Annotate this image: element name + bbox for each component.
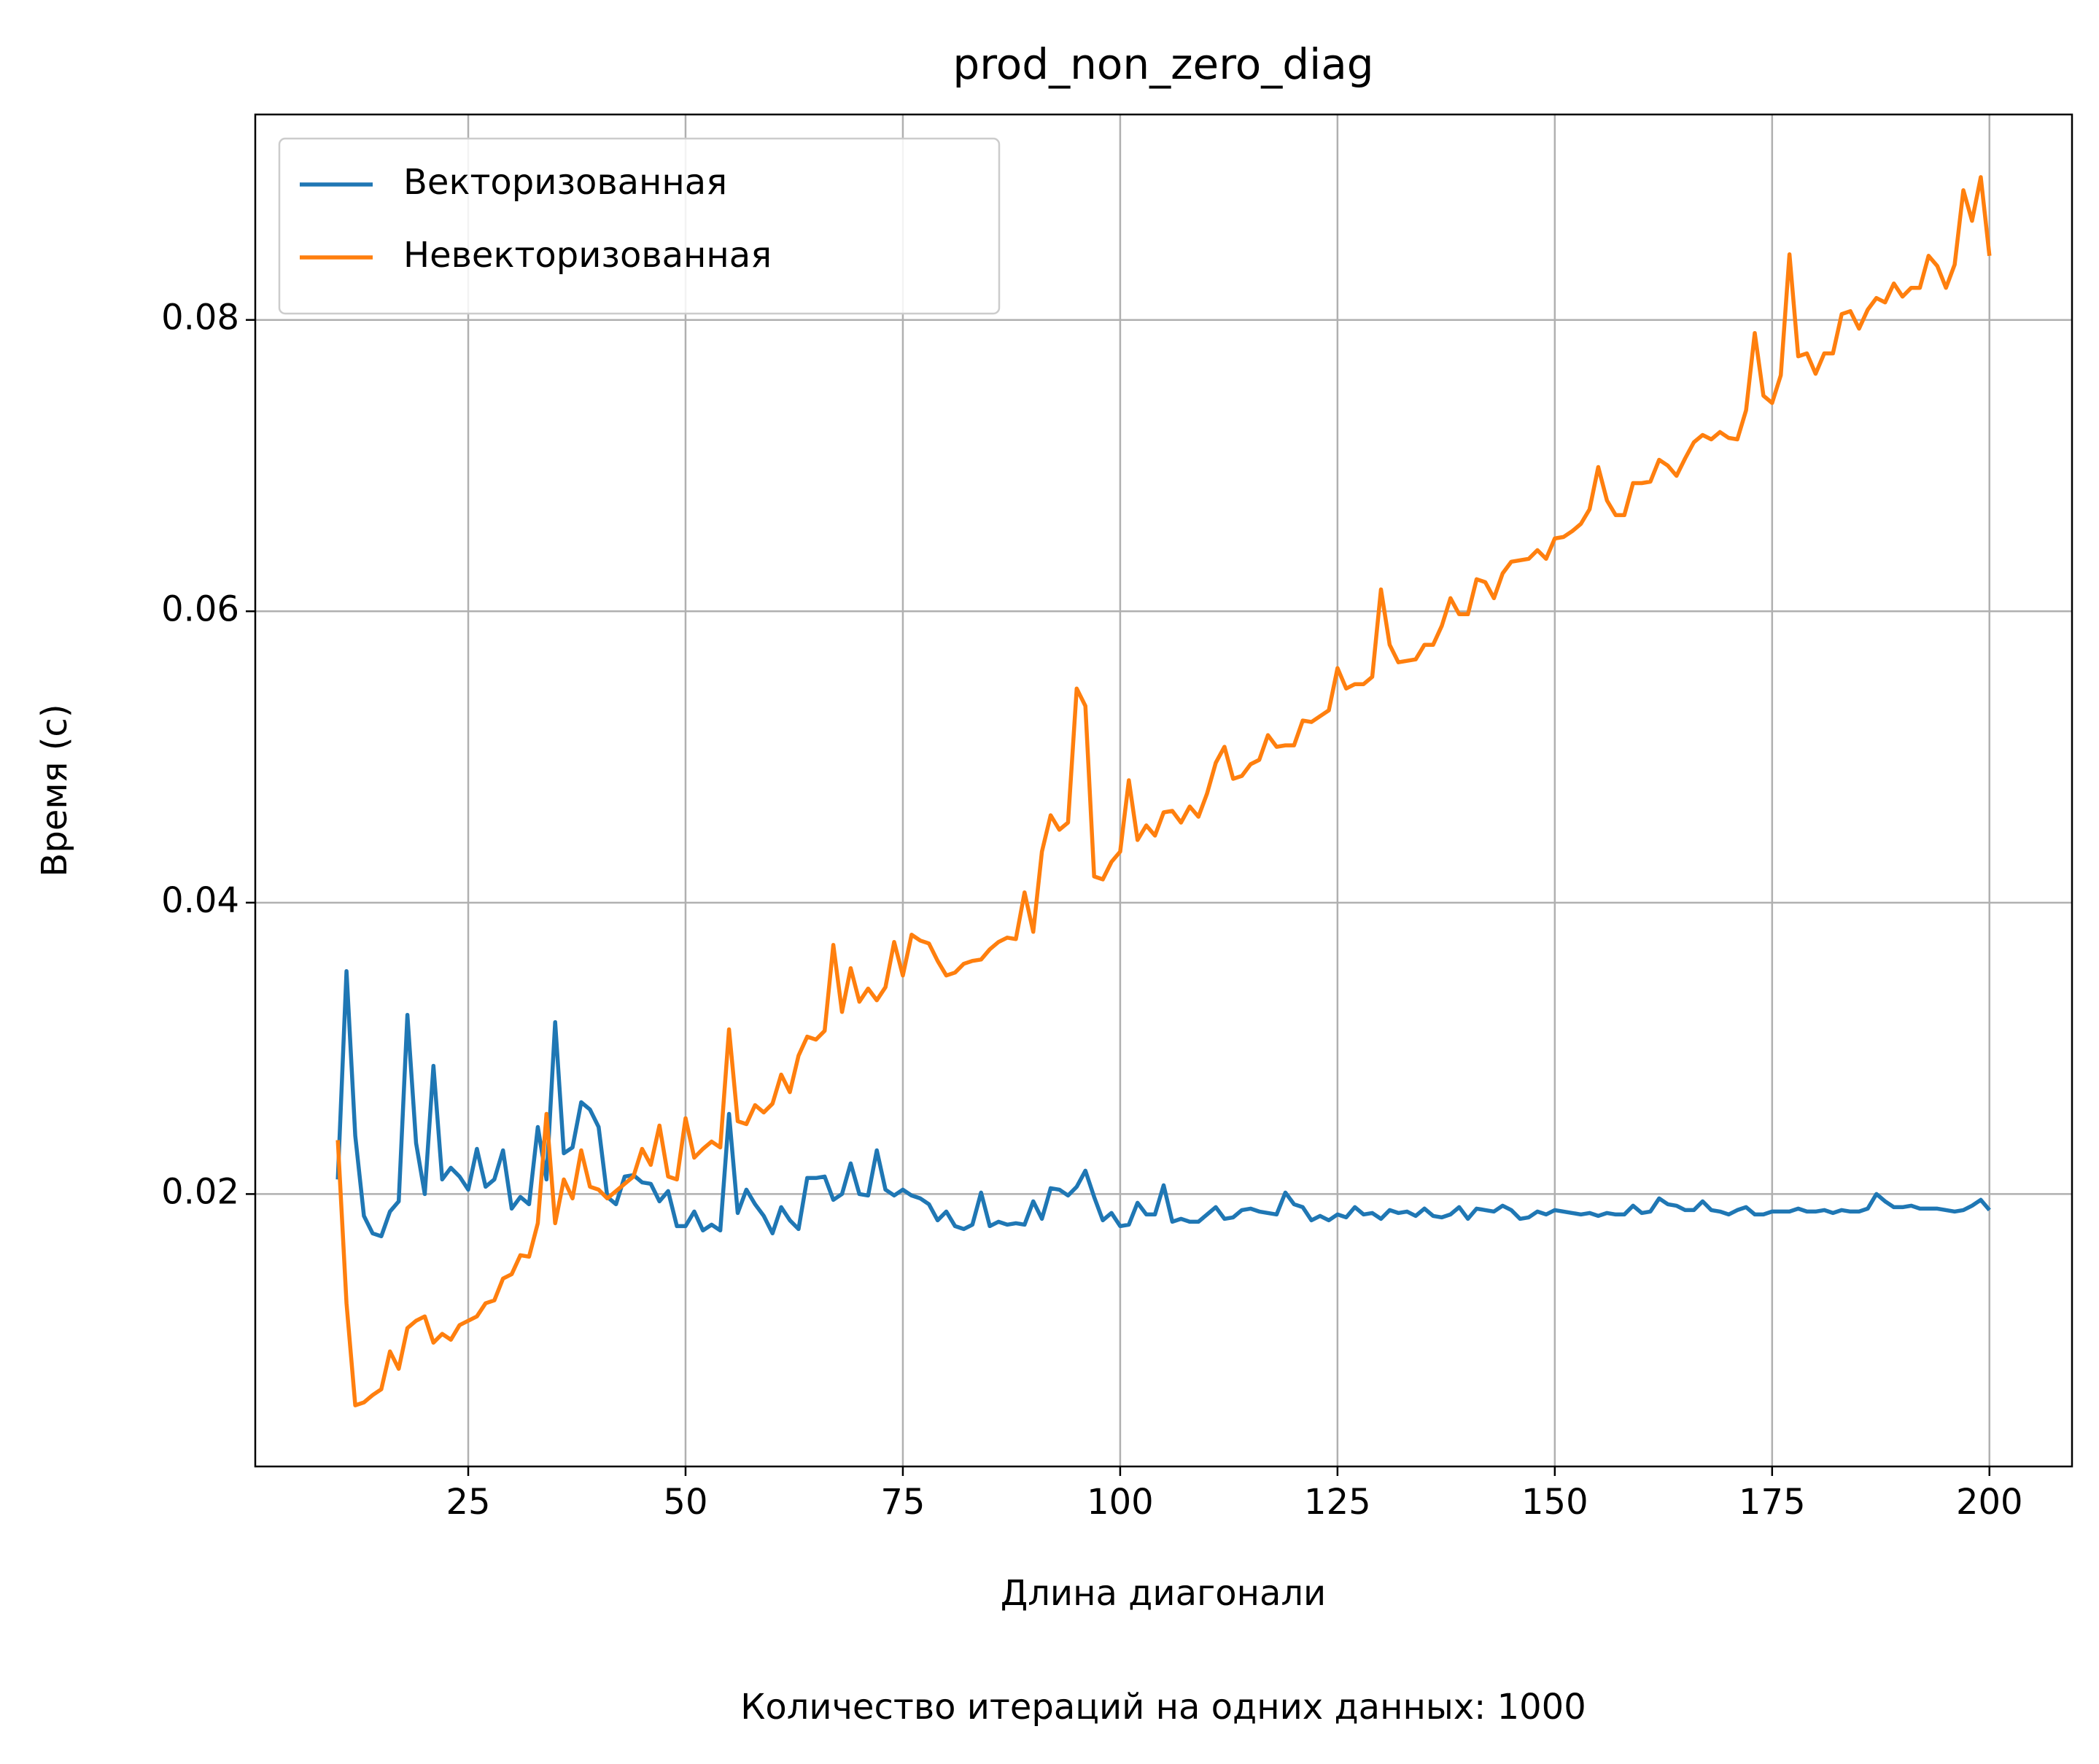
x-tick-label: 125 bbox=[1304, 1482, 1371, 1523]
y-tick-label: 0.02 bbox=[161, 1171, 239, 1212]
chart-title: prod_non_zero_diag bbox=[952, 39, 1373, 89]
line-series bbox=[335, 968, 1991, 1239]
legend-label: Векторизованная bbox=[403, 162, 727, 203]
legend-label: Невекторизованная bbox=[403, 235, 772, 276]
plot-frame bbox=[254, 113, 2073, 1468]
line-series bbox=[335, 175, 1992, 1407]
x-tick-label: 75 bbox=[880, 1482, 925, 1523]
y-tick-label: 0.04 bbox=[161, 880, 239, 921]
y-axis-label: Время (с) bbox=[34, 704, 75, 877]
x-tick-label: 50 bbox=[663, 1482, 707, 1523]
x-tick-label: 25 bbox=[446, 1482, 490, 1523]
y-tick-label: 0.06 bbox=[161, 588, 239, 629]
y-tick-label: 0.08 bbox=[161, 298, 239, 338]
legend-box bbox=[278, 137, 1001, 315]
x-tick-label: 150 bbox=[1521, 1482, 1588, 1523]
note: Количество итераций на одних данных: 100… bbox=[740, 1687, 1586, 1728]
x-tick-label: 175 bbox=[1739, 1482, 1806, 1523]
legend: Векторизованная Невекторизованная bbox=[278, 137, 1001, 315]
x-tick-label: 100 bbox=[1087, 1482, 1154, 1523]
x-axis-label: Длина диагонали bbox=[1001, 1573, 1326, 1614]
x-tick-label: 200 bbox=[1956, 1482, 2023, 1523]
